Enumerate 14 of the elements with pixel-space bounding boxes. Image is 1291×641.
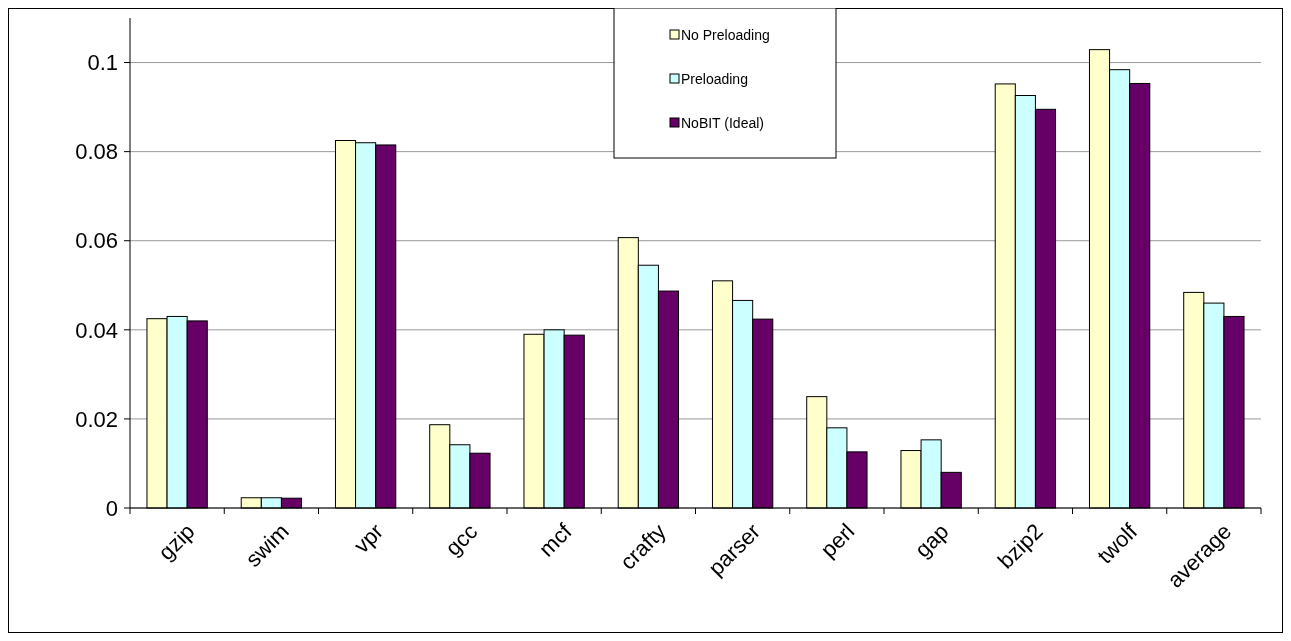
y-tick-label: 0.02	[75, 406, 118, 432]
y-tick-label: 0.04	[75, 317, 118, 343]
legend-label: Preloading	[681, 70, 748, 87]
legend-label: NoBIT (Ideal)	[681, 114, 764, 131]
x-tick-label: gap	[909, 518, 954, 563]
x-tick-label: mcf	[533, 518, 578, 562]
y-tick-label: 0.06	[75, 228, 118, 254]
y-tick-label: 0.1	[87, 50, 118, 76]
y-tick-label: 0	[105, 495, 118, 521]
y-tick-label: 0.08	[75, 139, 118, 165]
legend-label: No Preloading	[681, 26, 770, 43]
x-tick-label: vpr	[348, 518, 389, 559]
x-tick-label: gcc	[440, 518, 483, 561]
x-tick-label: gzip	[153, 518, 200, 565]
